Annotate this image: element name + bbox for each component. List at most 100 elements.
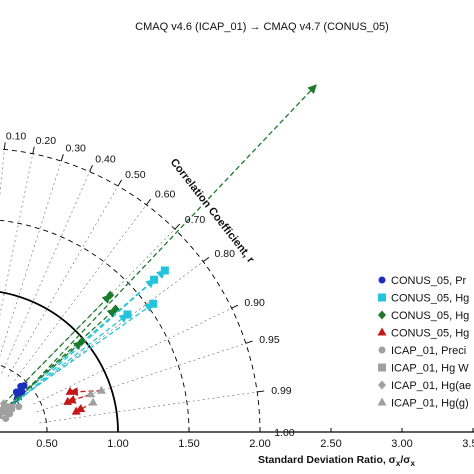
correlation-ray: [0, 146, 35, 316]
legend-item: ICAP_01, Hg(g): [377, 397, 469, 410]
legend-square-icon: [378, 363, 386, 372]
legend-label: CONUS_05, Hg: [391, 310, 469, 322]
correlation-tick-mark: [3, 142, 6, 150]
correlation-tick-label: 0.60: [155, 188, 176, 200]
legend-background: [370, 270, 474, 422]
conus-point: [71, 406, 81, 415]
correlation-tick-label: 1.00: [274, 427, 295, 439]
std-arc: [0, 148, 261, 433]
icap-point: [2, 414, 10, 422]
correlation-tick-label: 0.80: [215, 248, 236, 260]
icap-point: [0, 406, 7, 416]
x-axis-label-sub2: x: [410, 459, 415, 468]
std-arc: [0, 364, 48, 433]
correlation-tick-label: 0.50: [125, 169, 146, 181]
legend-item: CONUS_05, Pr: [378, 275, 467, 287]
correlation-tick-mark: [117, 179, 122, 187]
legend-label: ICAP_01, Preci: [391, 345, 466, 357]
correlation-ray: [0, 142, 6, 197]
legend-label: ICAP_01, Hg(g): [391, 398, 469, 410]
grid-layer: [0, 142, 474, 433]
conus-point: [12, 388, 20, 396]
legend-label: CONUS_05, Pr: [391, 275, 467, 287]
conus-point: [111, 304, 120, 314]
correlation-ray: [26, 257, 210, 394]
legend-diamond-icon: [378, 380, 386, 390]
correlation-ray: [39, 390, 265, 424]
x-axis-label-sub1: x: [396, 459, 401, 468]
legend-triangle-icon: [377, 397, 387, 406]
x-tick-label: 1.50: [178, 438, 199, 450]
legend-label: CONUS_05, Hg: [391, 293, 469, 305]
chart-title: CMAQ v4.6 (ICAP_01) → CMAQ v4.7 (CONUS_0…: [135, 21, 389, 33]
x-tick-label: 2.50: [320, 438, 341, 450]
x-tick-label: 1.00: [107, 438, 128, 450]
correlation-tick-mark: [146, 198, 152, 206]
correlation-tick-mark: [174, 223, 181, 230]
correlation-tick-mark: [32, 146, 35, 154]
x-tick-label: 3.00: [391, 438, 412, 450]
correlation-tick-label: 0.40: [95, 154, 116, 166]
x-tick-label: 0.50: [36, 438, 57, 450]
correlation-ray: [0, 154, 64, 357]
correlation-tick-mark: [89, 165, 93, 172]
correlation-tick-label: 0.90: [244, 297, 265, 309]
conus-point: [150, 275, 159, 284]
icap-point: [0, 399, 8, 409]
correlation-tick-label: 0.99: [271, 385, 292, 397]
conus-point: [123, 310, 132, 319]
correlation-tick-label: 0.20: [36, 135, 57, 147]
conus-point: [17, 382, 25, 390]
correlation-ray: [7, 179, 122, 377]
legend-label: ICAP_01, Hg(ae: [391, 380, 471, 392]
correlation-tick-mark: [245, 340, 253, 344]
conus-point: [160, 266, 169, 275]
x-axis-label: Standard Deviation Ratio, σx/σx: [258, 454, 415, 468]
legend-square-icon: [378, 293, 386, 302]
correlation-tick-label: 0.70: [185, 214, 206, 226]
x-axis-label-main: Standard Deviation Ratio, σ: [258, 454, 396, 466]
icap-point: [15, 403, 23, 411]
correlation-tick-mark: [202, 256, 210, 262]
correlation-tick-label: 0.10: [6, 130, 27, 142]
icap-point: [0, 411, 3, 419]
change-arrow: [0, 340, 83, 415]
icap-point: [6, 403, 15, 412]
correlation-tick-mark: [60, 154, 64, 162]
legend-circle-icon: [378, 346, 386, 354]
legend-item: CONUS_05, Hg: [378, 310, 469, 322]
change-arrow: [15, 84, 317, 403]
legend-label: ICAP_01, Hg W: [391, 363, 469, 375]
x-axis-label-slash: /σ: [400, 454, 410, 466]
legend-triangle-icon: [377, 327, 387, 336]
legend-item: ICAP_01, Preci: [378, 345, 466, 357]
icap-point: [96, 385, 106, 394]
conus-point: [77, 337, 86, 347]
change-arrow: [66, 393, 91, 404]
conus-point: [63, 396, 73, 405]
conus-point: [149, 299, 158, 308]
correlation-tick-label: 0.30: [65, 143, 86, 155]
conus-point: [106, 290, 115, 300]
legend-diamond-icon: [378, 310, 386, 320]
correlation-ray: [14, 198, 151, 382]
legend: CONUS_05, Pr CONUS_05, Hg CONUS_05, Hg CONU…: [370, 270, 474, 422]
reference-arc: [0, 291, 119, 433]
conus-point: [18, 388, 26, 396]
legend-item: CONUS_05, Hg: [378, 293, 469, 305]
std-arc: [0, 219, 190, 433]
correlation-tick-label: 0.95: [259, 334, 280, 346]
correlation-tick-mark: [231, 304, 239, 309]
change-arrow: [4, 303, 155, 410]
tick-layer: 0.10 0.20 0.30 0.40 0.50 0.60 0.70 0.80 0.90 0.95…: [3, 130, 474, 450]
conus-point: [65, 386, 75, 395]
change-arrow: [10, 269, 166, 409]
legend-item: ICAP_01, Hg(ae: [378, 380, 471, 392]
marker-layer: [0, 266, 169, 422]
correlation-axis-label: Correlation Coefficient, r: [168, 156, 257, 266]
x-tick-label: 3.50: [462, 438, 474, 450]
change-arrow: [68, 387, 102, 397]
legend-label: CONUS_05, Hg: [391, 328, 469, 340]
legend-item: CONUS_05, Hg: [377, 327, 469, 340]
